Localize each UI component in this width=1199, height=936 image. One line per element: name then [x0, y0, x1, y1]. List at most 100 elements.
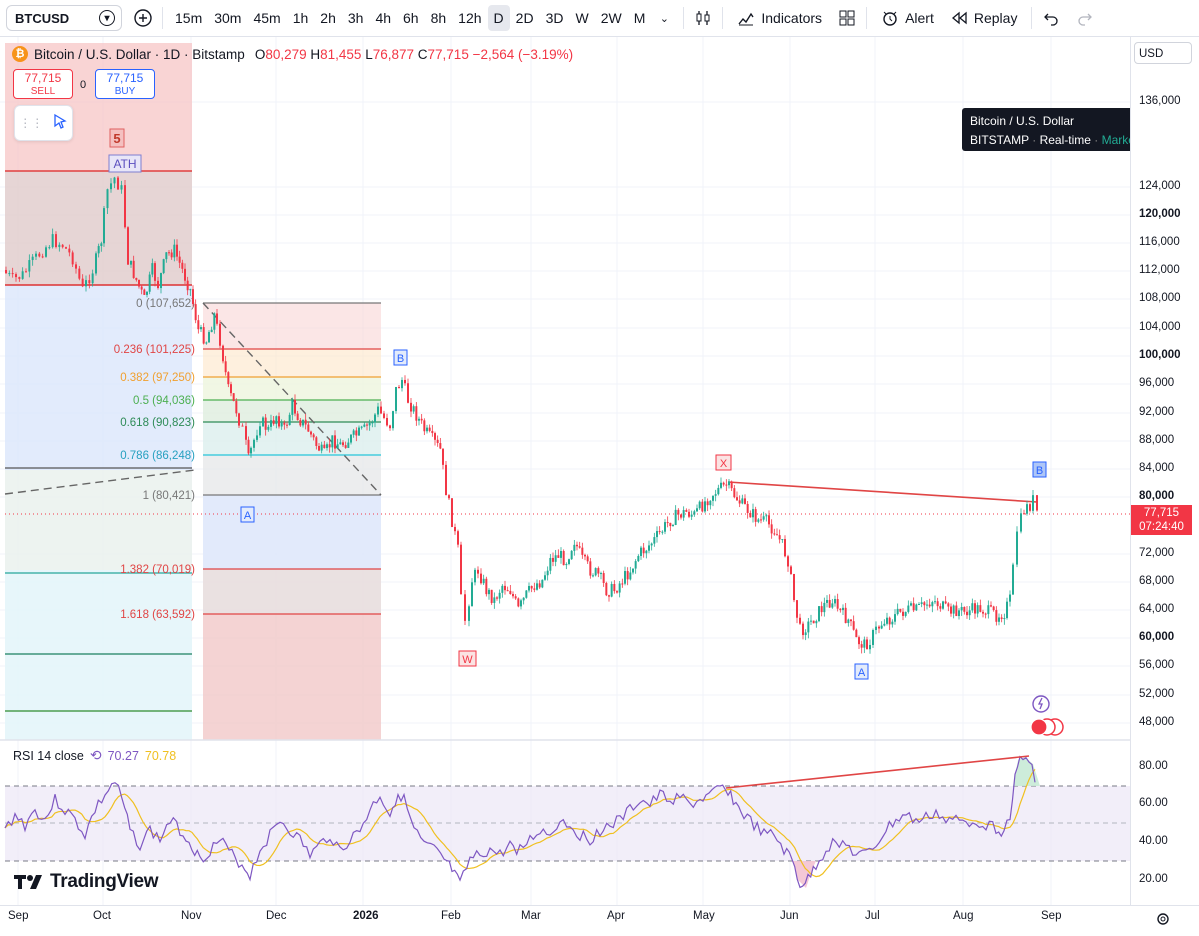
replay-button[interactable]: Replay	[942, 5, 1026, 31]
interval-15m[interactable]: 15m	[175, 10, 203, 26]
interval-2w[interactable]: 2W	[600, 10, 622, 26]
candle-body	[91, 273, 94, 284]
candle-body	[907, 605, 910, 612]
candle-body	[407, 383, 409, 403]
candle-body	[776, 534, 778, 536]
price-tick: 96,000	[1139, 377, 1175, 389]
interval-m[interactable]: M	[633, 10, 646, 26]
candle-body	[61, 244, 64, 248]
price-chart[interactable]: 0 (107,652) 0.236 (101,225) 0.382 (97,250)…	[0, 37, 1130, 905]
candle-body	[468, 606, 470, 621]
candle-body	[267, 426, 270, 430]
candle-body	[517, 598, 520, 607]
candle-body	[963, 607, 966, 612]
candle-body	[120, 185, 123, 190]
time-tick: Nov	[181, 910, 202, 922]
candle-body	[923, 602, 926, 606]
interval-w[interactable]: W	[575, 10, 589, 26]
candle-body	[328, 444, 331, 448]
candle-body	[250, 447, 252, 454]
candle-body	[557, 555, 560, 558]
candle-body	[371, 422, 374, 424]
divider	[162, 7, 163, 29]
candle-body	[688, 511, 690, 517]
price-tick: 48,000	[1139, 716, 1175, 728]
candle-body	[11, 273, 14, 275]
buy-button[interactable]: 77,715 BUY	[95, 69, 155, 99]
candle-body	[613, 583, 616, 592]
candle-body	[562, 551, 565, 566]
candle-body	[610, 583, 613, 597]
candle-body	[584, 554, 586, 557]
candle-body	[498, 592, 501, 599]
candle-body	[189, 289, 192, 291]
interval-6h[interactable]: 6h	[403, 10, 419, 26]
interval-4h[interactable]: 4h	[375, 10, 392, 26]
cursor-arrow-icon[interactable]	[52, 113, 68, 134]
candle-body	[565, 564, 568, 566]
candle-body	[454, 526, 456, 532]
interval-2h[interactable]: 2h	[320, 10, 336, 26]
candle-body	[770, 524, 773, 534]
candle-body	[839, 608, 842, 611]
price-axis[interactable]: USD 136,000 124,000 120,000 116,000 112,000 1…	[1130, 37, 1199, 905]
redo-icon[interactable]	[1072, 5, 1098, 31]
chevron-down-icon[interactable]: ⌄	[659, 12, 669, 25]
candle-body	[55, 234, 57, 248]
interval-1h[interactable]: 1h	[292, 10, 309, 26]
interval-d[interactable]: D	[487, 5, 510, 31]
add-symbol-icon[interactable]	[130, 5, 156, 31]
candle-body	[377, 406, 379, 415]
indicators-button[interactable]: Indicators	[729, 5, 830, 31]
candle-body	[875, 626, 877, 631]
candle-body	[796, 600, 798, 618]
top-toolbar: BTCUSD ▾ 15m 30m 45m 1h 2h 3h 4h 6h 8h 12h D 2D 3D W 2…	[0, 0, 1199, 37]
candle-body	[398, 386, 400, 389]
candle-body	[680, 514, 682, 518]
time-axis[interactable]: Sep Oct Nov Dec 2026 Feb Mar Apr May Jun Jul Aug Sep	[0, 905, 1199, 936]
interval-12h[interactable]: 12h	[458, 10, 482, 26]
rsi-tick: 20.00	[1139, 873, 1168, 885]
green-zone	[5, 470, 192, 570]
sell-button[interactable]: 77,715 SELL	[13, 69, 73, 99]
price-tick: 72,000	[1139, 547, 1175, 559]
candle-body	[1026, 504, 1028, 514]
candle-body	[704, 501, 706, 512]
symbol-search[interactable]: BTCUSD ▾	[6, 5, 122, 31]
settings-gear-icon[interactable]	[1155, 911, 1171, 930]
candle-body	[958, 610, 960, 617]
candle-body	[347, 442, 350, 448]
interval-3h[interactable]: 3h	[347, 10, 364, 26]
candle-body	[1000, 617, 1003, 619]
candle-body	[51, 234, 54, 248]
undo-icon[interactable]	[1038, 5, 1064, 31]
interval-45m[interactable]: 45m	[253, 10, 281, 26]
candle-body	[578, 546, 581, 548]
alert-button[interactable]: Alert	[873, 5, 942, 31]
currency-selector[interactable]: USD	[1134, 42, 1192, 64]
rsi-tick: 60.00	[1139, 797, 1168, 809]
candle-body	[576, 544, 578, 547]
candle-body	[744, 498, 746, 504]
candles-icon[interactable]	[690, 5, 716, 31]
candle-body	[283, 422, 286, 425]
candle-body	[528, 585, 530, 591]
candle-body	[554, 555, 557, 562]
price-tick: 56,000	[1139, 659, 1175, 671]
layout-grid-icon[interactable]	[834, 5, 860, 31]
refresh-icon[interactable]: ⟲	[89, 747, 102, 763]
replay-label: Replay	[973, 10, 1018, 26]
interval-8h[interactable]: 8h	[430, 10, 447, 26]
resistance-line	[727, 481, 1038, 503]
drag-handle-icon[interactable]: ⋮⋮	[19, 116, 44, 130]
candle-body	[706, 501, 709, 506]
candle-body	[124, 185, 126, 228]
candle-body	[412, 406, 415, 412]
price-tick: 108,000	[1139, 292, 1181, 304]
candle-body	[205, 342, 208, 344]
interval-2d[interactable]: 2D	[515, 10, 534, 26]
candle-body	[363, 424, 366, 427]
candle-body	[810, 620, 812, 622]
interval-30m[interactable]: 30m	[214, 10, 242, 26]
interval-3d[interactable]: 3D	[545, 10, 564, 26]
